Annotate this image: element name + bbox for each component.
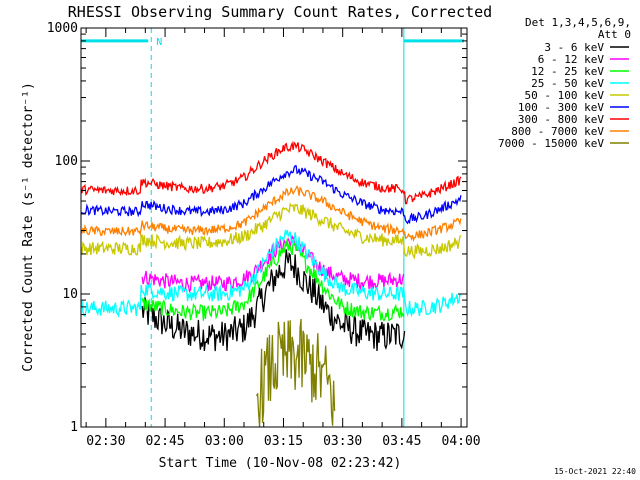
legend-label: 3 - 6 keV	[544, 41, 604, 54]
night-interval-1	[403, 28, 467, 427]
legend-item: 800 - 7000 keV	[511, 125, 629, 138]
legend-label: 300 - 800 keV	[518, 113, 604, 126]
legend-label: 50 - 100 keV	[525, 89, 605, 102]
legend-item: 3 - 6 keV	[544, 41, 629, 54]
datestamp: 15-Oct-2021 22:40	[554, 467, 636, 476]
legend-label: 100 - 300 keV	[518, 101, 604, 114]
legend-item: 300 - 800 keV	[518, 113, 629, 126]
y-axis-label: Corrected Count Rate (s⁻¹ detector⁻¹)	[21, 82, 36, 372]
series-0	[141, 249, 406, 352]
x-tick-label: 04:00	[442, 434, 481, 449]
series-8	[256, 318, 336, 427]
series-4	[81, 202, 462, 260]
series-5	[81, 165, 462, 225]
y-tick-label: 10	[62, 287, 78, 302]
x-axis: 02:30 02:45 03:00 03:15 03:30 03:45 04:00	[85, 28, 481, 449]
plot-area: N	[81, 28, 467, 427]
y-tick-label: 1	[70, 420, 78, 435]
x-tick-label: 03:45	[382, 434, 421, 449]
series-trace	[81, 165, 462, 225]
legend-label: 6 - 12 keV	[538, 53, 605, 66]
series-trace	[81, 202, 462, 260]
legend-item: 12 - 25 keV	[531, 65, 629, 78]
legend-label: 25 - 50 keV	[531, 77, 604, 90]
x-tick-label: 03:15	[264, 434, 303, 449]
night-interval-0	[81, 28, 152, 427]
legend-label: 800 - 7000 keV	[511, 125, 604, 138]
x-tick-label: 03:00	[205, 434, 244, 449]
legend-item: 25 - 50 keV	[531, 77, 629, 90]
x-tick-label: 03:30	[323, 434, 362, 449]
x-axis-label: Start Time (10-Nov-08 02:23:42)	[159, 456, 402, 471]
y-tick-label: 100	[55, 154, 78, 169]
y-tick-label: 1000	[47, 21, 78, 36]
x-tick-label: 02:30	[86, 434, 125, 449]
legend-item: 7000 - 15000 keV	[498, 137, 629, 150]
legend-label: 12 - 25 keV	[531, 65, 604, 78]
legend-item: 100 - 300 keV	[518, 101, 629, 114]
series-trace	[256, 318, 336, 427]
legend-header-line-2: Att 0	[598, 28, 631, 41]
x-tick-label: 02:45	[145, 434, 184, 449]
series-trace	[141, 249, 406, 352]
legend-item: 50 - 100 keV	[525, 89, 629, 102]
series-trace	[81, 185, 462, 243]
y-axis: 1 10 100 1000	[47, 21, 467, 435]
series-trace	[81, 141, 462, 205]
series-6	[81, 141, 462, 205]
legend-label: 7000 - 15000 keV	[498, 137, 604, 150]
chart-title: RHESSI Observing Summary Count Rates, Co…	[68, 3, 492, 21]
night-flag-label: N	[156, 37, 162, 48]
legend-header-line-1: Det 1,3,4,5,6,9,	[525, 16, 631, 29]
series-trace	[81, 228, 461, 318]
series-3	[81, 228, 461, 318]
plot-frame	[80, 27, 468, 428]
series-7	[81, 185, 462, 243]
legend-item: 6 - 12 keV	[538, 53, 629, 66]
